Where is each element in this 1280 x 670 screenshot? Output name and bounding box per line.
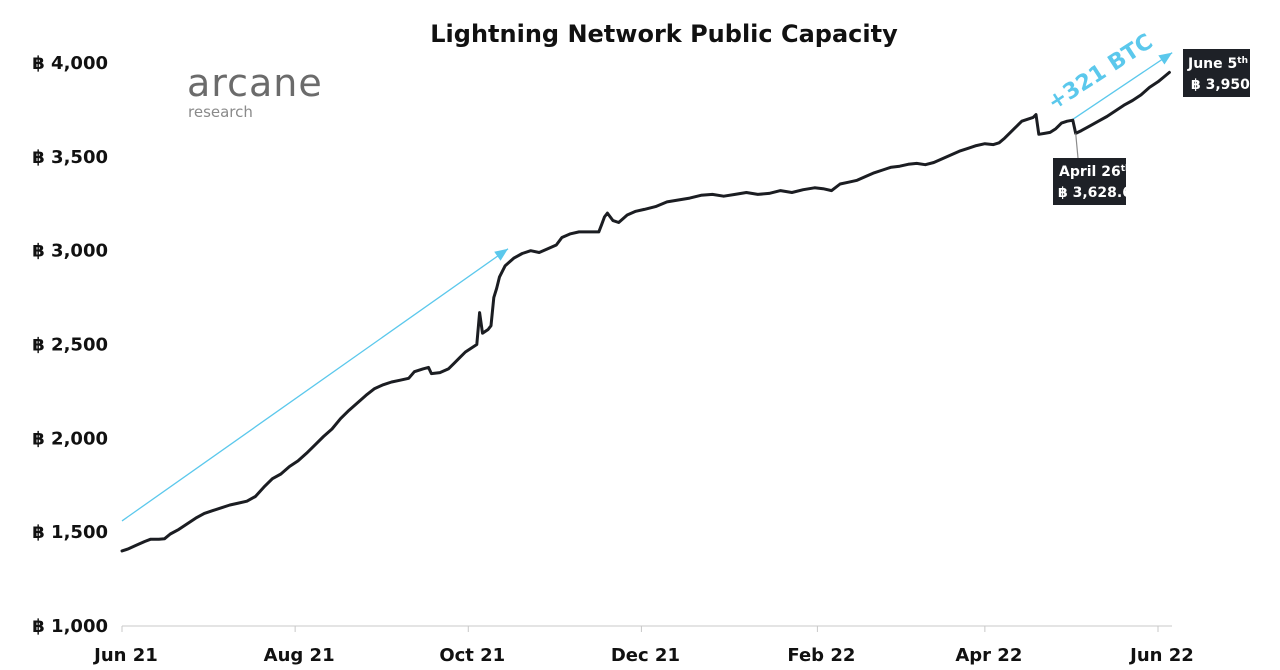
y-tick-label: ฿ 3,000 — [32, 241, 108, 262]
y-tick-label: ฿ 2,000 — [32, 428, 108, 449]
logo-sub-text: research — [188, 103, 253, 121]
april-box-value: ฿ 3,628.6 — [1058, 185, 1132, 201]
june-box — [1183, 49, 1250, 97]
x-tick-label: Jun 21 — [92, 645, 158, 666]
y-tick-label: ฿ 4,000 — [32, 53, 108, 74]
april-annotation: April 26th ฿ 3,628.6 — [1053, 133, 1132, 205]
series-layer — [120, 70, 1171, 553]
y-tick-label: ฿ 1,000 — [32, 616, 108, 637]
growth-label: +321 BTC — [1043, 29, 1157, 115]
y-tick-label: ฿ 3,500 — [32, 147, 108, 168]
trend-arrow-line — [1072, 52, 1173, 120]
june-date-text: June 5 — [1187, 56, 1237, 72]
trend-arrows — [121, 52, 1173, 522]
trend-arrow-line — [121, 248, 509, 522]
x-tick-label: Apr 22 — [955, 645, 1022, 666]
june-annotation: June 5th ฿ 3,950 — [1183, 49, 1250, 97]
logo: arcane research — [187, 61, 323, 121]
y-axis: ฿ 1,000 ฿ 1,500 ฿ 2,000 ฿ 2,500 ฿ 3,000 ฿ 3,5… — [32, 53, 108, 637]
trend-arrow-head — [494, 248, 509, 261]
april-box-date: April 26th — [1059, 164, 1131, 180]
x-tick-label: Dec 21 — [611, 645, 680, 666]
logo-main-text: arcane — [187, 61, 323, 105]
april-leader-line — [1075, 133, 1079, 159]
april-box — [1053, 158, 1126, 205]
x-tick-label: Feb 22 — [787, 645, 855, 666]
chart-title: Lightning Network Public Capacity — [430, 20, 898, 48]
y-tick-label: ฿ 2,500 — [32, 335, 108, 356]
trend-arrow-head — [1158, 52, 1173, 65]
april-date-text: April 26 — [1059, 164, 1121, 180]
x-tick-label: Oct 21 — [439, 645, 505, 666]
june-date-sup: th — [1237, 56, 1248, 66]
x-axis: Jun 21 Aug 21 Oct 21 Dec 21 Feb 22 Apr 22 Jun … — [92, 625, 1194, 666]
x-tick-label: Aug 21 — [264, 645, 335, 666]
june-box-date: June 5th — [1187, 56, 1248, 72]
y-tick-label: ฿ 1,500 — [32, 522, 108, 543]
series-line — [120, 70, 1171, 553]
x-tick-label: Jun 22 — [1128, 645, 1194, 666]
april-date-sup: th — [1121, 164, 1132, 174]
june-box-value: ฿ 3,950 — [1191, 77, 1250, 93]
